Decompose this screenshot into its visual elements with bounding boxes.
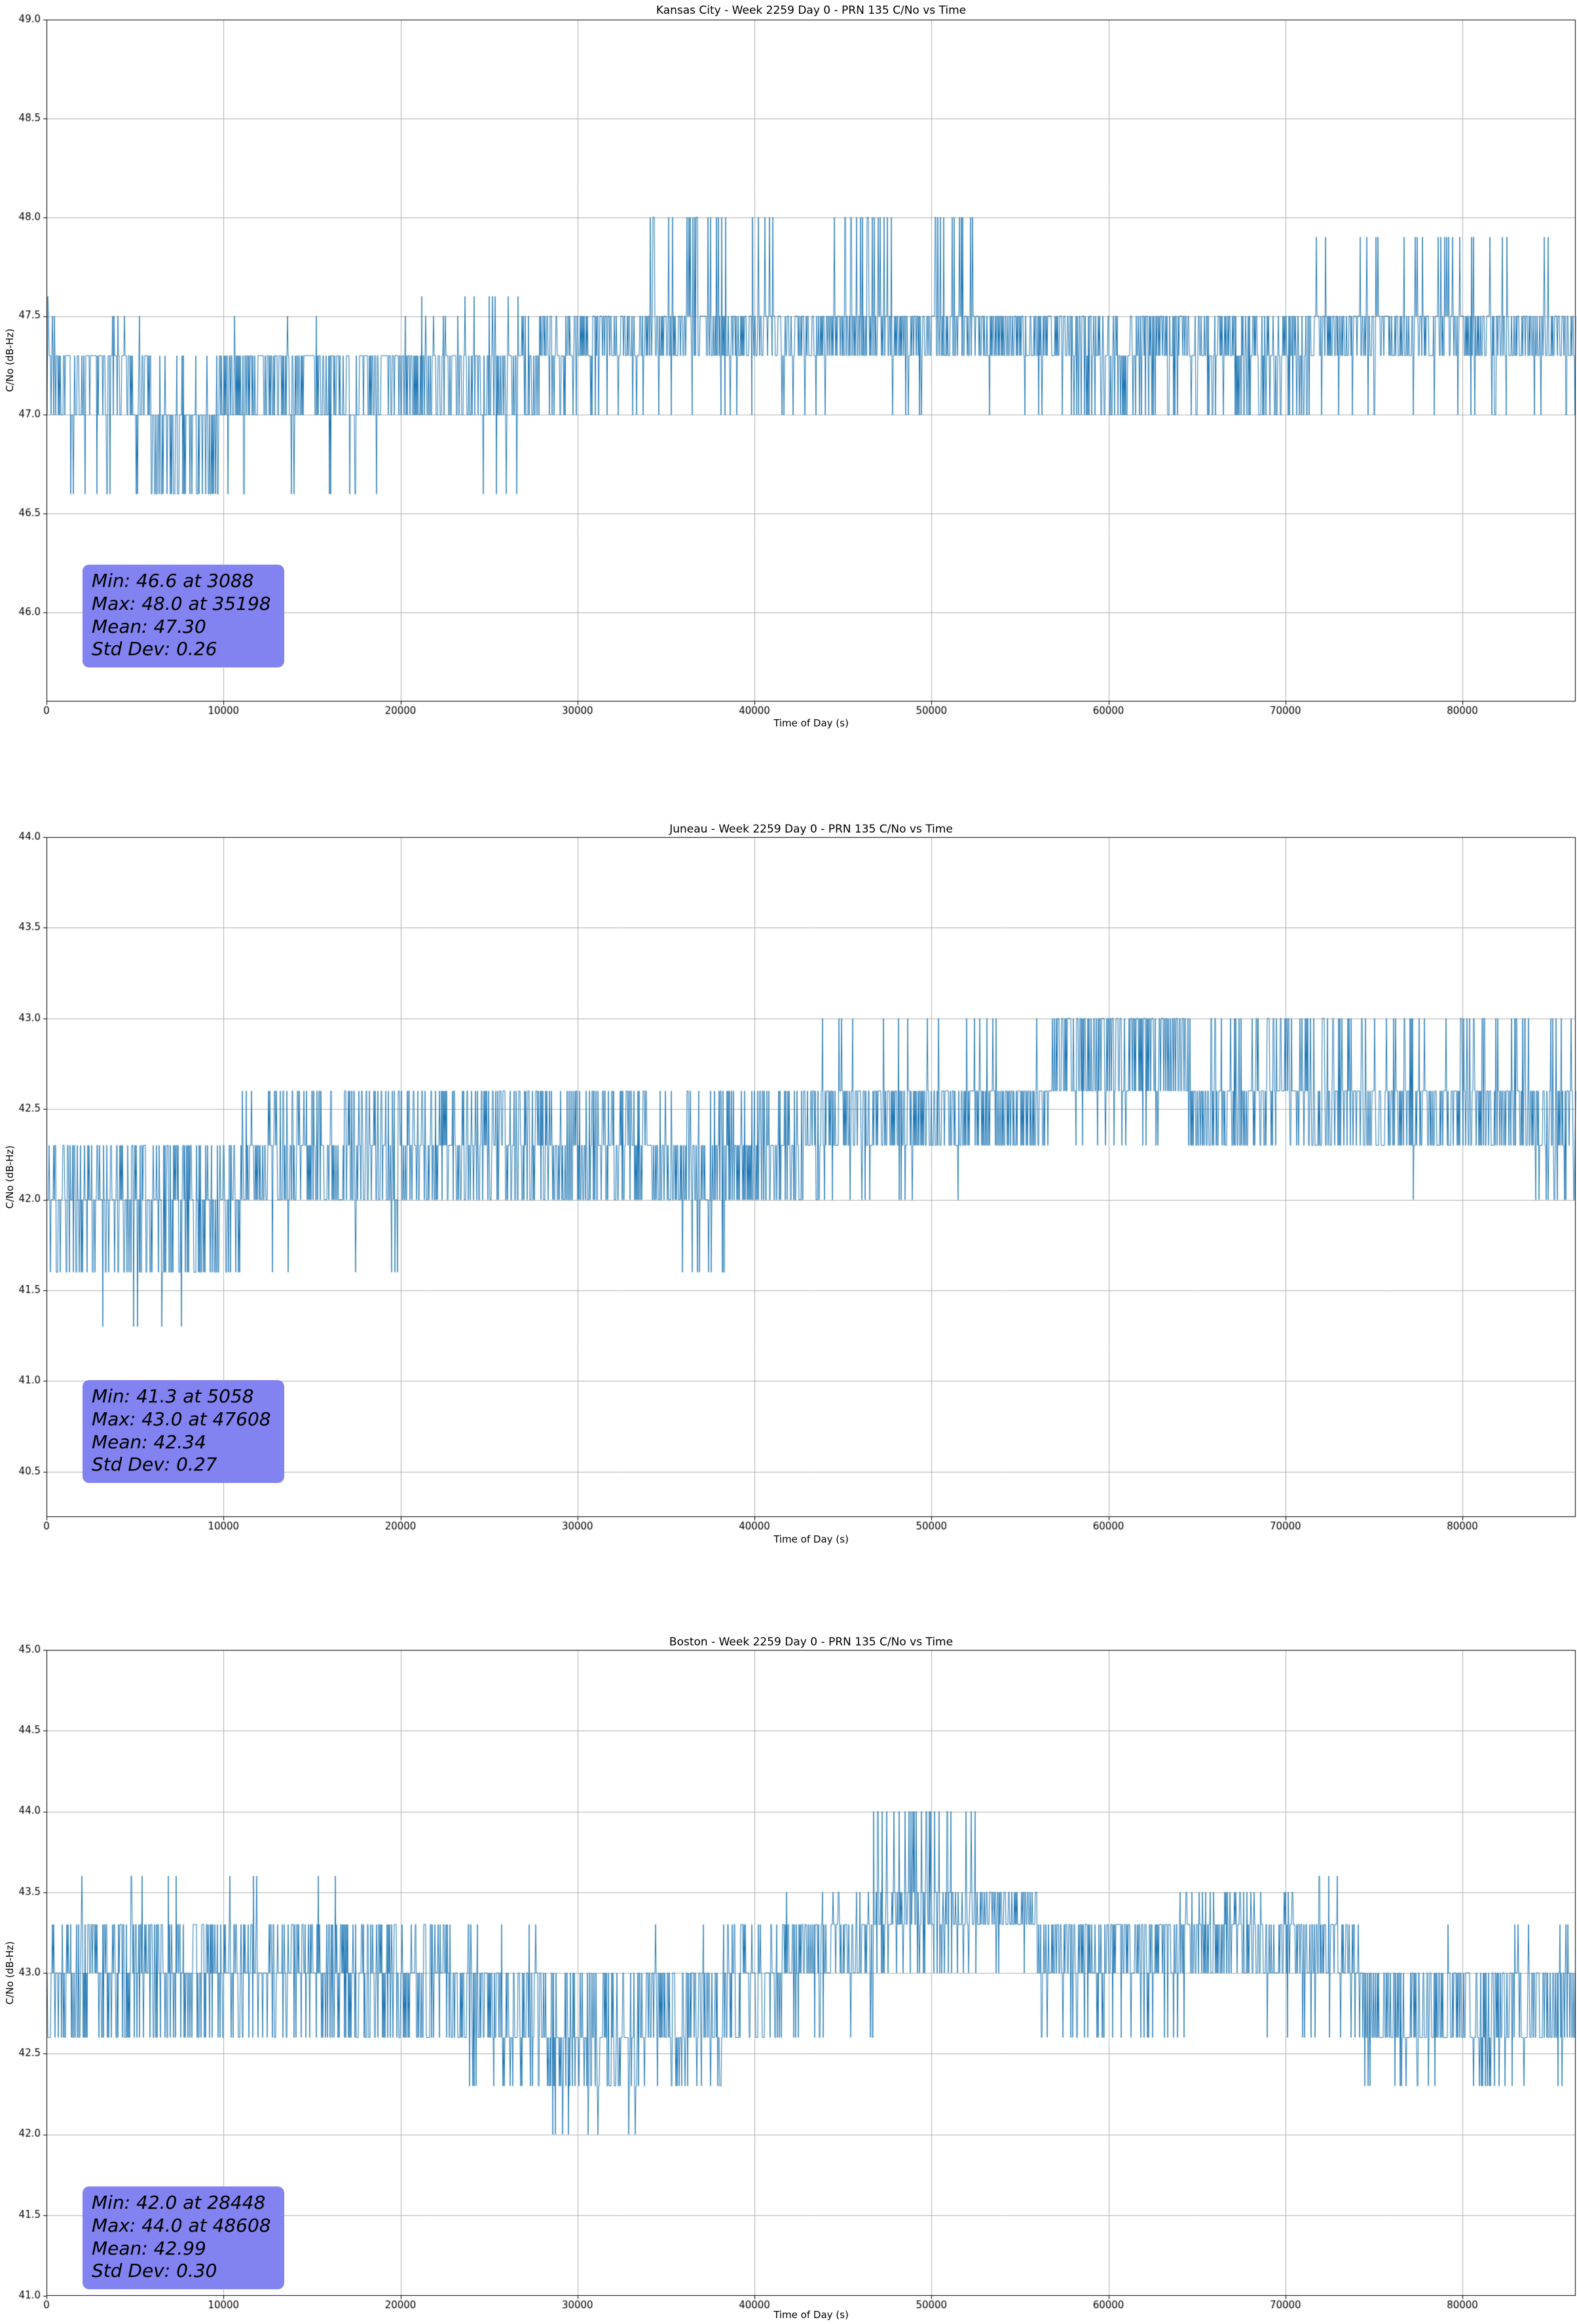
chart-kansas-city: Kansas City - Week 2259 Day 0 - PRN 135 … bbox=[0, 0, 1577, 747]
stats-annotation: Min: 46.6 at 3088 Max: 48.0 at 35198 Mea… bbox=[83, 565, 284, 667]
chart-title: Boston - Week 2259 Day 0 - PRN 135 C/No … bbox=[669, 1636, 954, 1649]
stats-min: Min: 46.6 at 3088 bbox=[92, 570, 254, 592]
chart-title: Juneau - Week 2259 Day 0 - PRN 135 C/No … bbox=[669, 823, 953, 836]
stats-max: Max: 48.0 at 35198 bbox=[92, 592, 271, 614]
stats-mean: Mean: 47.30 bbox=[92, 615, 206, 637]
stats-mean: Mean: 42.99 bbox=[92, 2237, 206, 2259]
stats-max: Max: 43.0 at 47608 bbox=[92, 1408, 271, 1430]
stats-std: Std Dev: 0.30 bbox=[92, 2260, 217, 2282]
y-axis-label: C/No (dB-Hz) bbox=[4, 328, 16, 392]
x-axis-label: Time of Day (s) bbox=[773, 717, 849, 729]
stats-min: Min: 41.3 at 5058 bbox=[92, 1385, 254, 1408]
chart-boston: Boston - Week 2259 Day 0 - PRN 135 C/No … bbox=[0, 1630, 1577, 2324]
plot-area: Min: 42.0 at 28448 Max: 44.0 at 48608 Me… bbox=[46, 1650, 1576, 2296]
x-axis-label: Time of Day (s) bbox=[773, 2309, 849, 2321]
chart-title: Kansas City - Week 2259 Day 0 - PRN 135 … bbox=[656, 4, 967, 17]
plot-area: Min: 46.6 at 3088 Max: 48.0 at 35198 Mea… bbox=[46, 20, 1576, 702]
y-axis-label: C/No (dB-Hz) bbox=[4, 1145, 16, 1209]
stats-mean: Mean: 42.34 bbox=[92, 1431, 206, 1453]
stats-annotation: Min: 41.3 at 5058 Max: 43.0 at 47608 Mea… bbox=[83, 1380, 284, 1483]
plot-area: Min: 41.3 at 5058 Max: 43.0 at 47608 Mea… bbox=[46, 837, 1576, 1517]
stats-max: Max: 44.0 at 48608 bbox=[92, 2214, 271, 2236]
y-axis-label: C/No (dB-Hz) bbox=[4, 1941, 16, 2005]
stats-std: Std Dev: 0.26 bbox=[92, 638, 217, 660]
x-axis-label: Time of Day (s) bbox=[773, 1533, 849, 1545]
stats-annotation: Min: 42.0 at 28448 Max: 44.0 at 48608 Me… bbox=[83, 2186, 284, 2289]
stats-std: Std Dev: 0.27 bbox=[92, 1453, 217, 1476]
stats-min: Min: 42.0 at 28448 bbox=[92, 2192, 266, 2214]
chart-juneau: Juneau - Week 2259 Day 0 - PRN 135 C/No … bbox=[0, 817, 1577, 1548]
